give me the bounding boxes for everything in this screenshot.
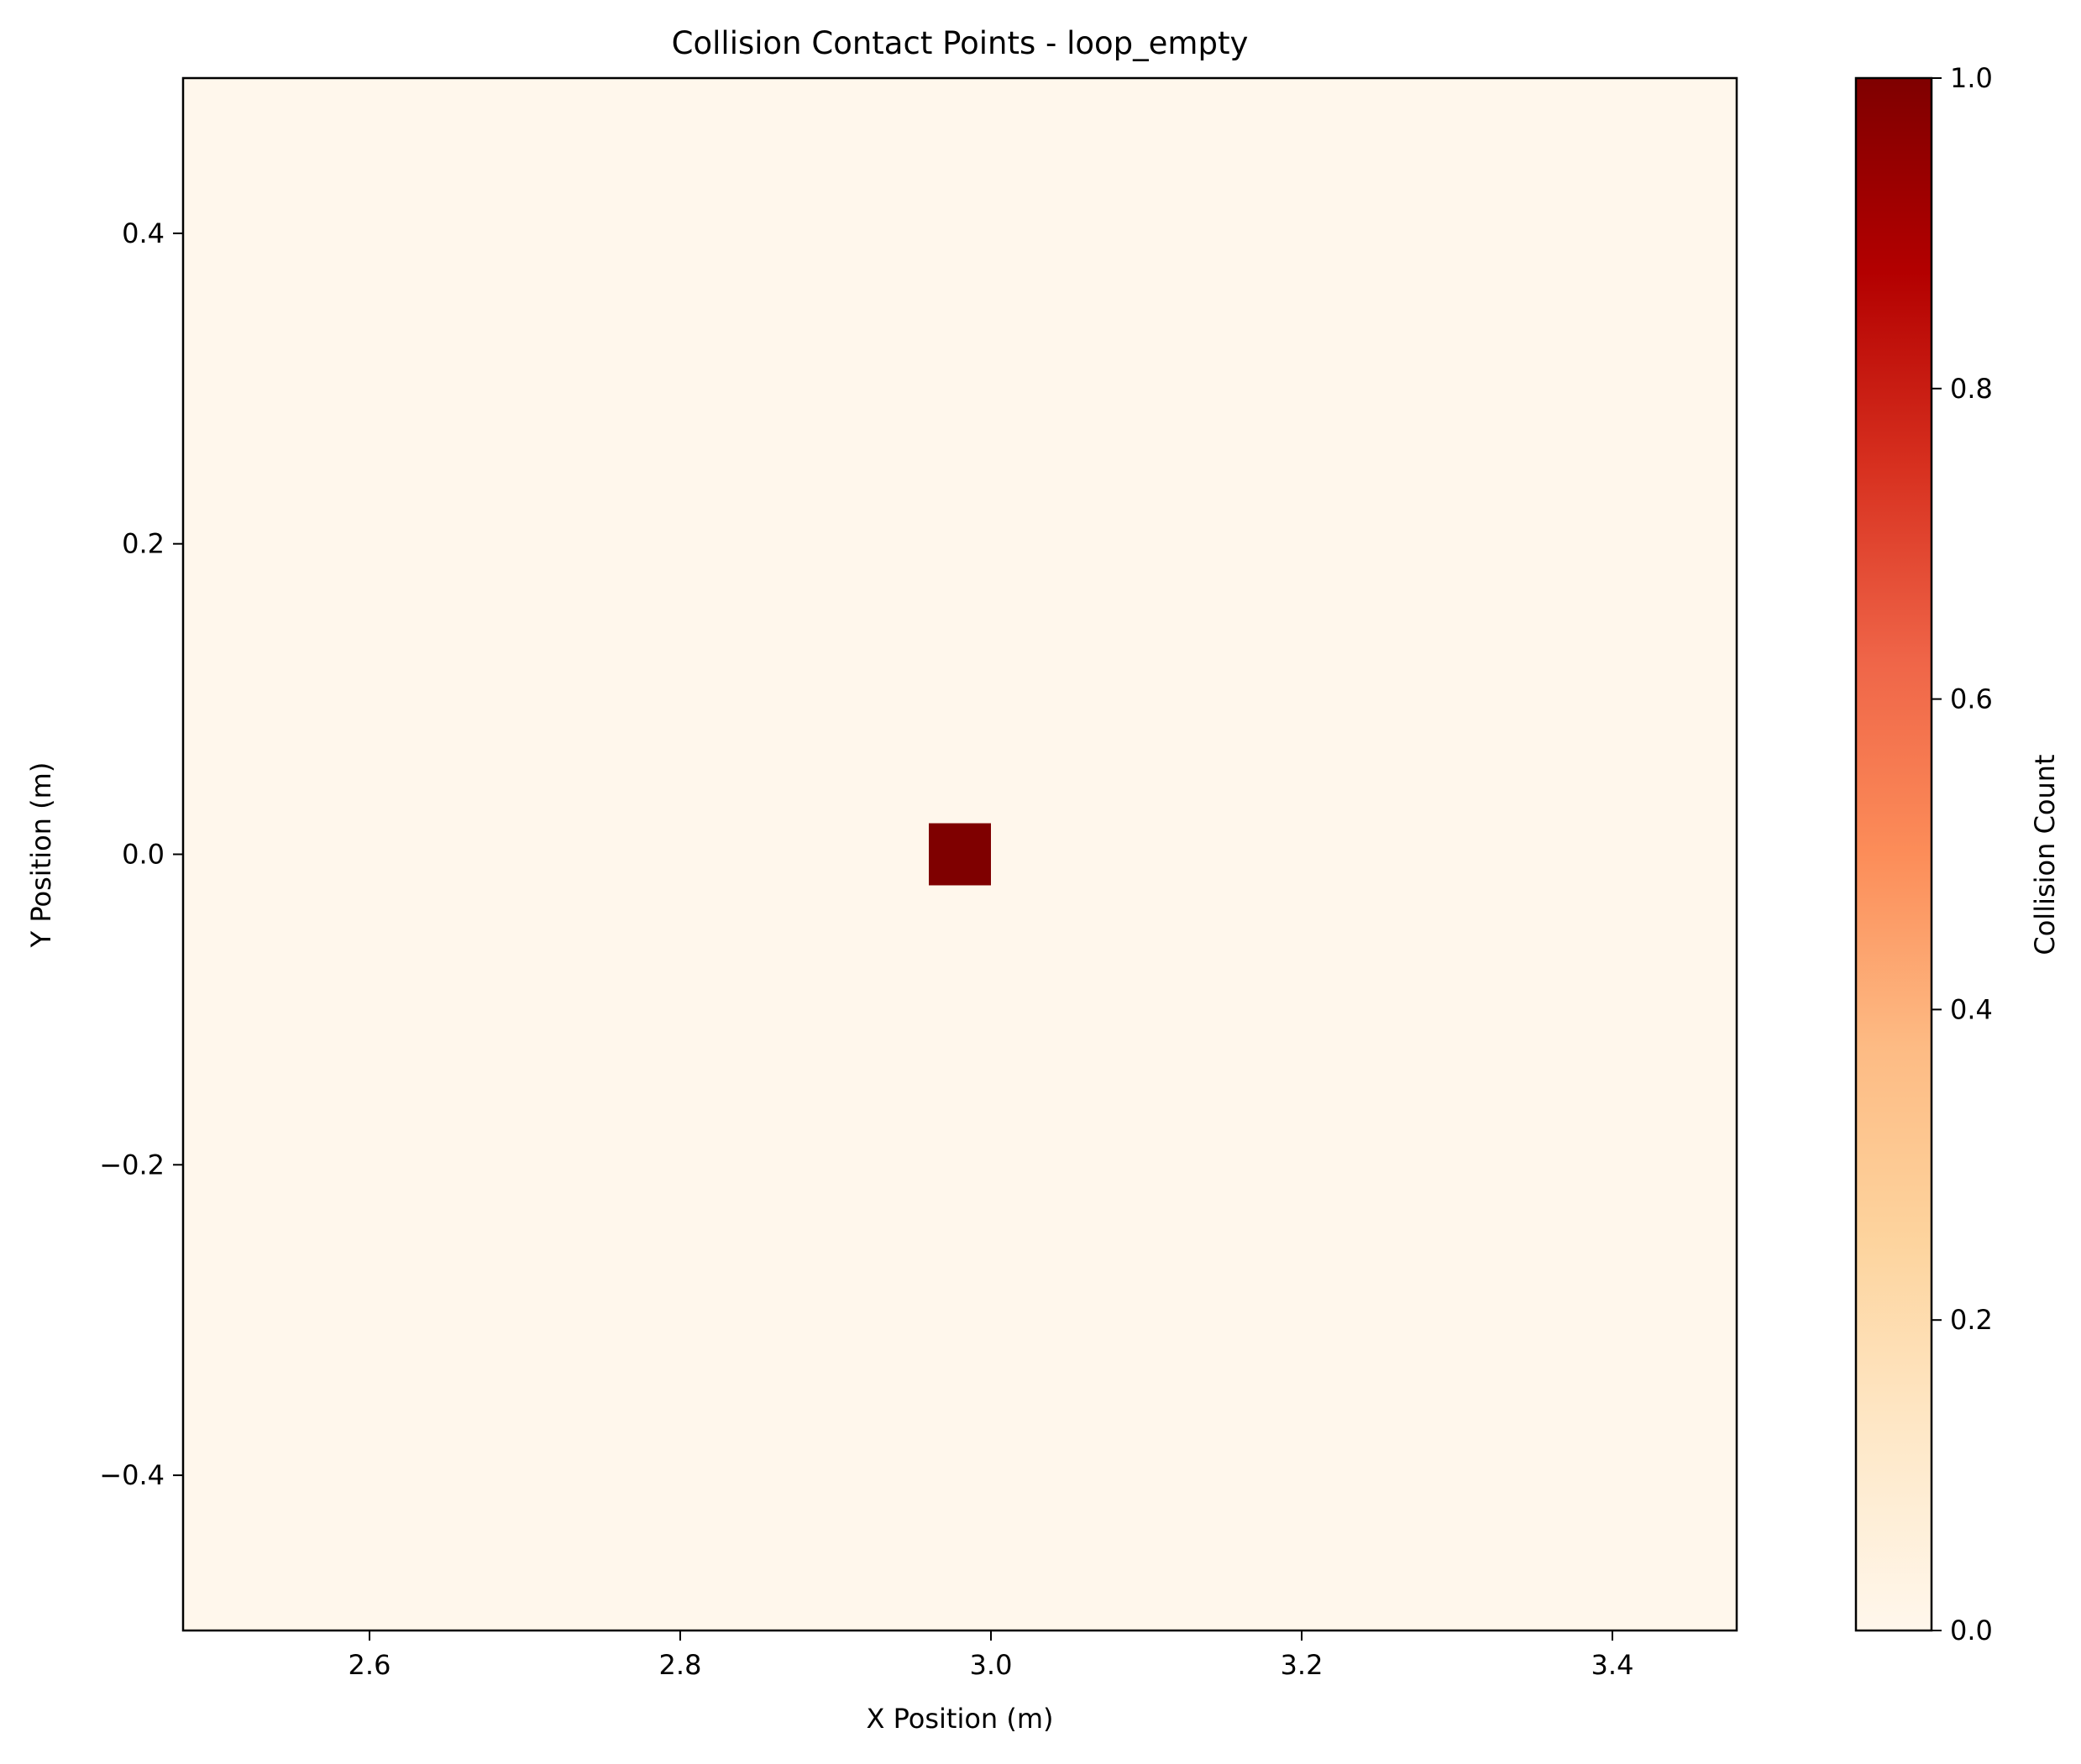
colorbar-label: Collision Count <box>2029 754 2061 955</box>
x-tick-label: 3.2 <box>1281 1649 1324 1681</box>
colorbar-tick-label: 0.6 <box>1950 683 1993 715</box>
colorbar-frame <box>1854 76 1933 1632</box>
colorbar: 0.0 0.2 0.4 0.6 0.8 1.0 <box>1854 62 1993 1646</box>
colorbar-tick-label: 0.0 <box>1950 1615 1993 1646</box>
colorbar-tick-label: 1.0 <box>1950 62 1993 94</box>
plot-area: 2.6 2.8 3.0 3.2 3.4 −0.4 −0.2 0.0 0.2 0.4 <box>99 76 1738 1681</box>
x-tick-label: 2.8 <box>659 1649 702 1681</box>
y-tick-label: 0.2 <box>122 528 165 560</box>
heatmap-cell <box>929 823 991 886</box>
y-tick-label: −0.2 <box>99 1149 165 1180</box>
x-tick-label: 2.6 <box>349 1649 391 1681</box>
y-tick-label: −0.4 <box>99 1459 165 1491</box>
colorbar-tick-label: 0.4 <box>1950 993 1993 1025</box>
colorbar-tick-label: 0.8 <box>1950 373 1993 405</box>
y-tick-label: 0.0 <box>122 839 165 871</box>
colorbar-gradient <box>1856 78 1932 1631</box>
chart-title: Collision Contact Points - loop_empty <box>672 25 1249 61</box>
y-axis-label: Y Position (m) <box>25 762 57 949</box>
colorbar-tick-label: 0.2 <box>1950 1304 1993 1336</box>
x-axis-label: X Position (m) <box>867 1703 1054 1735</box>
y-tick-label: 0.4 <box>122 217 165 249</box>
x-tick-label: 3.0 <box>970 1649 1013 1681</box>
x-tick-label: 3.4 <box>1591 1649 1634 1681</box>
